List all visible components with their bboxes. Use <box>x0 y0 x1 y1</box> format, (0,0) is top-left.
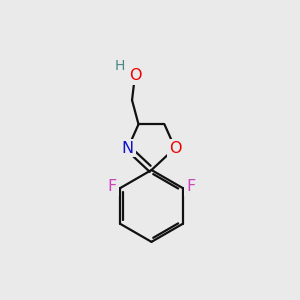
Text: F: F <box>107 179 117 194</box>
Text: N: N <box>122 140 134 155</box>
Text: O: O <box>129 68 141 82</box>
Text: O: O <box>169 140 181 155</box>
Text: H: H <box>115 59 125 73</box>
Text: F: F <box>186 179 196 194</box>
